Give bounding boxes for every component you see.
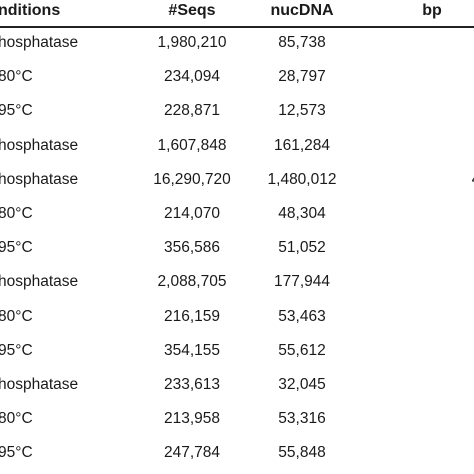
row-condition: 95°C [0, 444, 33, 462]
row-condition: 80°C [0, 205, 33, 222]
row-bp: 1,718,5 [392, 205, 474, 223]
row-condition: hosphatase [0, 136, 79, 154]
row-seqs: 216,159 [163, 307, 221, 325]
row-bp: 438,11 [392, 102, 474, 120]
row-bp: 2,170,9 [392, 342, 474, 360]
table-row: 80°C 216,159 53,463 1,879,0 [0, 300, 474, 334]
row-nucdna: 161,284 [273, 136, 331, 154]
row-condition: hosphatase [0, 273, 79, 291]
row-bp: 2,072,1 [392, 410, 474, 428]
table-row: 95°C 247,784 55,848 1,939,0 [0, 436, 474, 470]
row-seqs: 234,094 [163, 68, 221, 86]
row-condition: 95°C [0, 102, 33, 120]
row-condition: 80°C [0, 307, 33, 325]
row-nucdna: 51,052 [278, 239, 326, 257]
row-nucdna: 28,797 [278, 68, 326, 86]
row-nucdna: 85,738 [278, 34, 326, 51]
row-seqs: 247,784 [163, 444, 221, 462]
table-row: 95°C 356,586 51,052 1,798,3 [0, 231, 474, 265]
row-condition: 80°C [0, 68, 33, 86]
row-bp: 46,444,1 [392, 171, 474, 189]
row-condition: hosphatase [0, 34, 79, 51]
table-row: 80°C 234,094 28,797 998,00 [0, 60, 474, 94]
row-bp: 1,094,7 [392, 376, 474, 394]
row-condition: 95°C [0, 341, 33, 359]
row-bp: 998,00 [392, 68, 474, 86]
table-row: hosphatase 1,607,848 161,284 5,597,2 [0, 129, 474, 163]
row-bp: 5,597,2 [392, 137, 474, 155]
row-nucdna: 53,463 [278, 307, 326, 325]
row-condition: hosphatase [0, 376, 79, 393]
table-row: hosphatase 16,290,720 1,480,012 46,444,1 [0, 163, 474, 197]
row-seqs: 228,871 [163, 102, 221, 120]
row-bp: 1,939,0 [392, 444, 474, 462]
table-row: hosphatase 2,088,705 177,944 6,147,8 [0, 265, 474, 299]
row-bp: 6,147,8 [392, 273, 474, 291]
table-row: hosphatase 233,613 32,045 1,094,7 [0, 368, 474, 402]
header-bp: bp [422, 2, 442, 19]
row-seqs: 233,613 [163, 376, 221, 393]
row-seqs: 1,980,210 [157, 34, 227, 51]
row-seqs: 356,586 [163, 239, 221, 257]
row-condition: 80°C [0, 410, 33, 428]
row-seqs: 16,290,720 [153, 170, 231, 188]
row-nucdna: 53,316 [278, 410, 326, 428]
header-nucdna: nucDNA [270, 2, 334, 19]
row-bp: 1,798,3 [392, 239, 474, 257]
row-seqs: 2,088,705 [157, 273, 227, 291]
row-seqs: 354,155 [163, 341, 221, 359]
table-row: hosphatase 1,980,210 85,738 2,885,2 [0, 26, 474, 60]
row-seqs: 1,607,848 [157, 136, 227, 154]
row-seqs: 213,958 [163, 410, 221, 428]
table-header: nditions #Seqs nucDNA bp [0, 0, 474, 26]
row-seqs: 214,070 [163, 205, 221, 222]
row-nucdna: 48,304 [278, 205, 326, 222]
row-nucdna: 177,944 [273, 273, 331, 291]
row-bp: 2,885,2 [392, 34, 474, 52]
table-row: 80°C 214,070 48,304 1,718,5 [0, 197, 474, 231]
row-nucdna: 12,573 [278, 102, 326, 120]
table-row: 80°C 213,958 53,316 2,072,1 [0, 402, 474, 436]
row-nucdna: 1,480,012 [267, 170, 337, 188]
row-nucdna: 55,612 [278, 341, 326, 359]
header-conditions: nditions [0, 2, 61, 19]
header-rule [0, 26, 474, 28]
row-condition: 95°C [0, 239, 33, 257]
header-seqs: #Seqs [168, 2, 216, 19]
table-row: 95°C 228,871 12,573 438,11 [0, 94, 474, 128]
row-nucdna: 32,045 [278, 376, 326, 393]
row-condition: hosphatase [0, 170, 79, 188]
table-row: 95°C 354,155 55,612 2,170,9 [0, 334, 474, 368]
row-nucdna: 55,848 [278, 444, 326, 462]
row-bp: 1,879,0 [392, 308, 474, 326]
